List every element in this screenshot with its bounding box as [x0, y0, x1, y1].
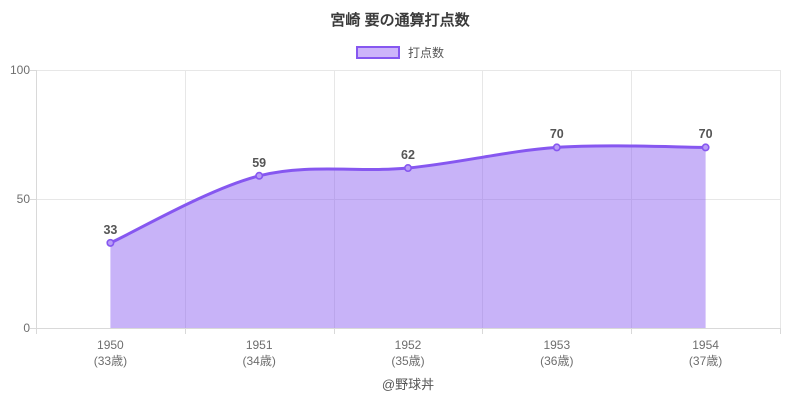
chart-title: 宮崎 要の通算打点数 — [330, 12, 470, 29]
x-tick-year: 1950 — [97, 338, 124, 352]
x-tick-year: 1953 — [543, 338, 571, 352]
y-tick-label: 50 — [16, 192, 30, 206]
legend-item[interactable]: 打点数 — [0, 44, 800, 61]
x-tick-age: (35歳) — [391, 354, 425, 368]
data-label: 62 — [401, 148, 415, 163]
data-point[interactable] — [106, 238, 115, 247]
x-tick-label: 1951 (34歳) — [199, 337, 319, 369]
data-label: 33 — [103, 222, 118, 237]
legend-swatch — [355, 46, 400, 59]
data-label: 70 — [698, 127, 713, 142]
x-tick-age: (37歳) — [688, 354, 723, 368]
data-point[interactable] — [701, 143, 710, 152]
data-point[interactable] — [552, 143, 561, 152]
x-tick-year: 1951 — [245, 338, 273, 352]
legend-label: 打点数 — [407, 46, 444, 60]
footer-credit: @野球丼 — [381, 377, 435, 392]
data-label: 59 — [252, 155, 267, 170]
x-tick-label: 1950 (33歳) — [50, 337, 170, 369]
x-tick-label: 1953 (36歳) — [497, 337, 617, 369]
x-tick-year: 1954 — [692, 338, 719, 352]
y-tick-label: 0 — [23, 321, 30, 335]
data-label: 70 — [549, 127, 564, 142]
y-tick-label: 100 — [9, 63, 30, 77]
data-point[interactable] — [255, 171, 264, 180]
x-tick-age: (33歳) — [93, 354, 128, 368]
x-tick-age: (36歳) — [540, 354, 574, 368]
x-tick-year: 1952 — [394, 338, 422, 352]
area-fill — [110, 145, 706, 328]
data-point[interactable] — [403, 164, 412, 173]
x-tick-label: 1954 (37歳) — [646, 337, 766, 369]
x-tick-label: 1952 (35歳) — [348, 337, 468, 369]
x-tick-age: (34歳) — [242, 354, 276, 368]
